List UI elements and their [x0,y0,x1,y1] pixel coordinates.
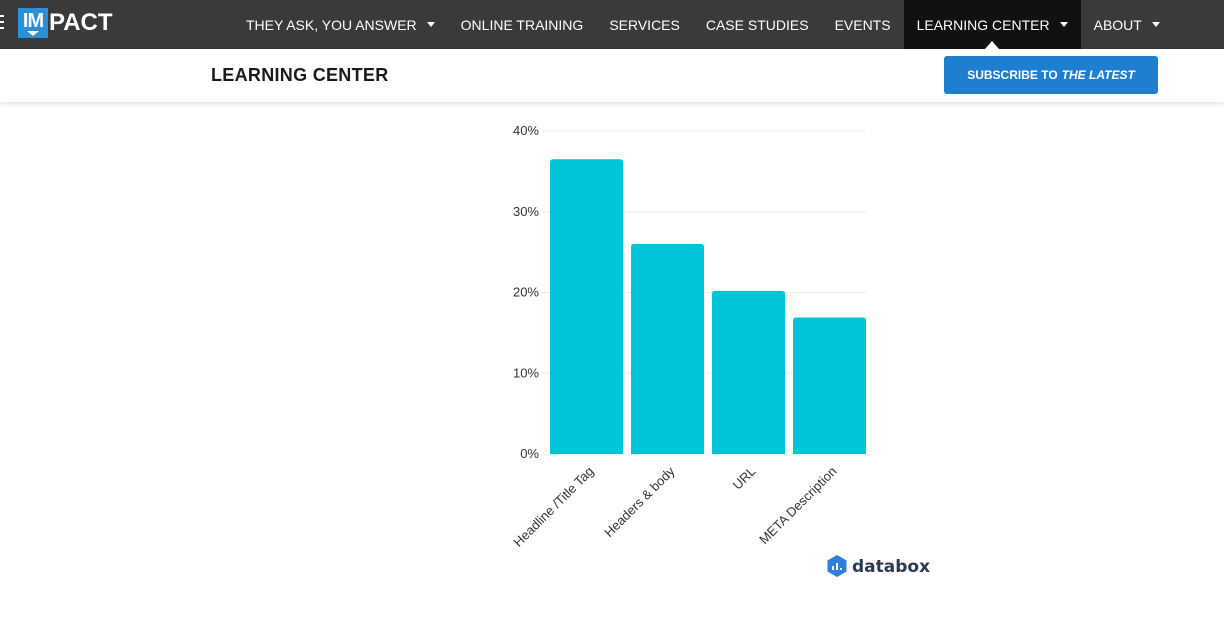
bar [793,317,866,454]
bar [631,244,704,454]
nav-item-label: THEY ASK, YOU ANSWER [246,16,417,33]
nav-item-label: ONLINE TRAINING [460,16,584,33]
nav-item-label: EVENTS [834,16,891,33]
nav-item-events[interactable]: EVENTS [822,0,904,49]
databox-logo-icon [827,555,847,577]
top-navigation-bar: IM PACT THEY ASK, YOU ANSWER ONLINE TRAIN… [0,0,1224,49]
bar [550,159,623,454]
chart-svg: 0% 10% 20% 30% 40% Headline /Title Tag Headers… [510,123,930,577]
nav-item-online-training[interactable]: ONLINE TRAINING [448,0,597,49]
x-category-label: URL [730,464,759,493]
page-title: LEARNING CENTER [211,65,389,85]
subscribe-label: SUBSCRIBE TO [967,68,1058,82]
nav-item-label: LEARNING CENTER [916,16,1050,33]
databox-watermark: databox [827,555,930,577]
x-category-label: Headline /Title Tag [510,464,596,550]
y-tick-label: 10% [513,365,539,380]
main-nav: THEY ASK, YOU ANSWER ONLINE TRAINING SERVI… [233,0,1173,49]
subscribe-emphasis: THE LATEST [1061,68,1135,82]
nav-item-label: ABOUT [1093,16,1142,33]
y-tick-label: 20% [513,285,539,300]
bar [712,290,785,454]
menu-icon[interactable] [0,15,4,33]
caret-down-icon [1151,22,1160,27]
caret-down-icon [1059,22,1068,27]
logo-text: PACT [49,9,113,36]
y-tick-label: 30% [513,204,539,219]
databox-wordmark: databox [852,557,930,577]
subscribe-button[interactable]: SUBSCRIBE TO THE LATEST [944,56,1158,94]
nav-item-they-ask-you-answer[interactable]: THEY ASK, YOU ANSWER [233,0,448,49]
nav-item-label: CASE STUDIES [705,16,809,33]
logo-mark: IM [18,8,48,38]
learning-center-bar: LEARNING CENTER SUBSCRIBE TO THE LATEST [0,49,1224,102]
nav-item-services[interactable]: SERVICES [596,0,693,49]
y-tick-label: 0% [520,446,539,461]
nav-item-case-studies[interactable]: CASE STUDIES [693,0,822,49]
bar-chart: 0% 10% 20% 30% 40% Headline /Title Tag Headers… [490,112,930,592]
caret-down-icon [426,22,435,27]
y-tick-label: 40% [513,123,539,138]
nav-item-learning-center[interactable]: LEARNING CENTER [903,0,1081,49]
x-category-label: Headers & body [601,463,678,540]
nav-item-label: SERVICES [609,16,680,33]
impact-logo[interactable]: IM PACT [18,8,113,38]
nav-item-about[interactable]: ABOUT [1081,0,1173,49]
x-category-label: META Description [756,464,839,547]
